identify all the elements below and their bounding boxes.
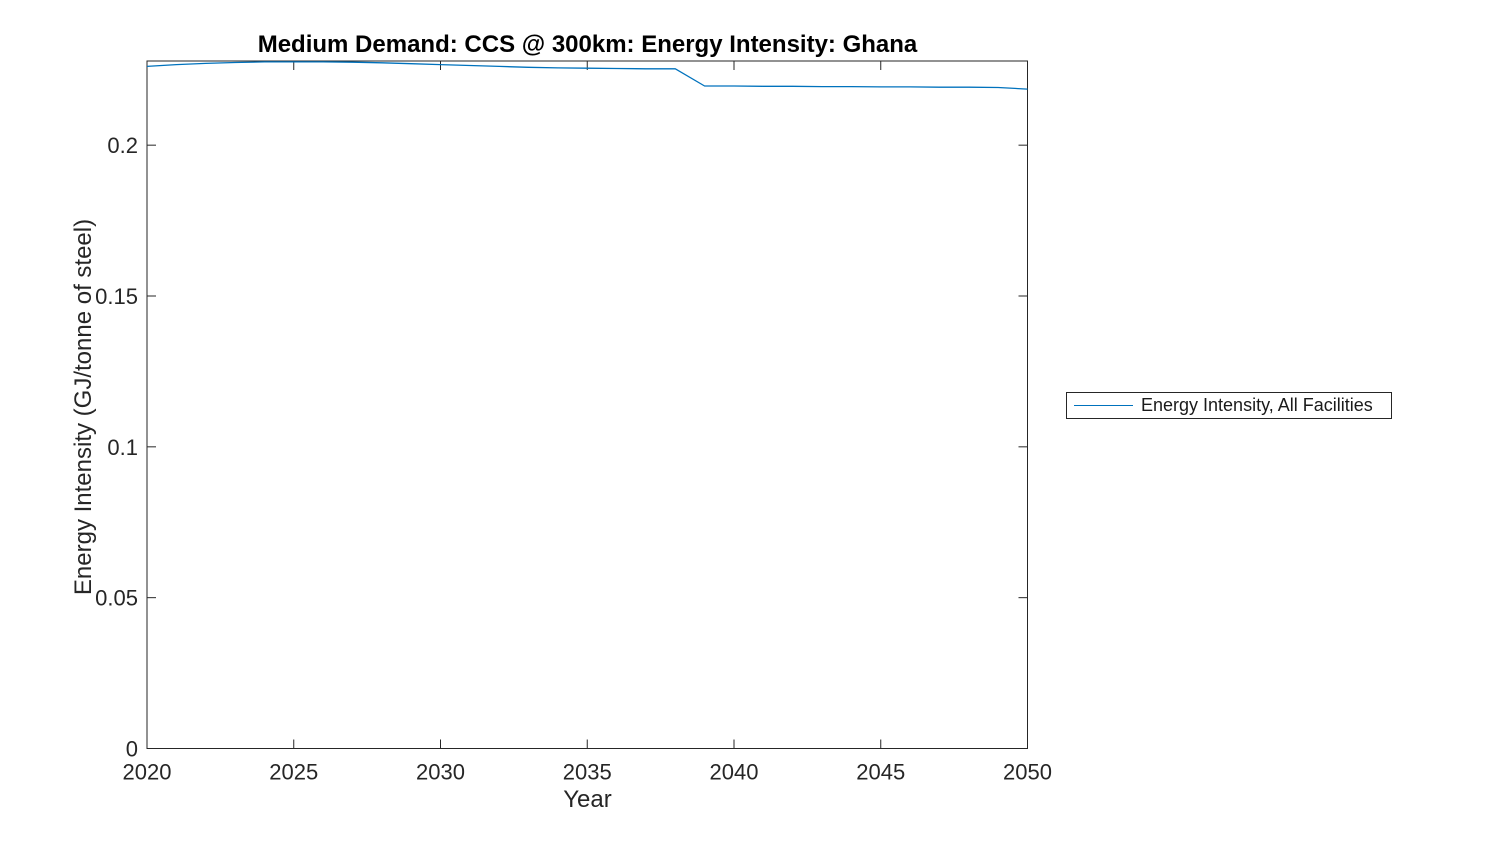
- x-tick-label: 2030: [416, 760, 465, 785]
- x-tick-label: 2020: [123, 760, 172, 785]
- legend: Energy Intensity, All Facilities: [1066, 392, 1392, 419]
- chart-title: Medium Demand: CCS @ 300km: Energy Inten…: [257, 31, 918, 58]
- x-tick-label: 2035: [563, 760, 612, 785]
- y-tick-label: 0: [126, 737, 138, 762]
- x-axis-label: Year: [563, 786, 612, 813]
- x-tick-label: 2045: [856, 760, 905, 785]
- y-axis-label: Energy Intensity (GJ/tonne of steel): [70, 218, 97, 596]
- series-line: [146, 61, 1028, 90]
- legend-label: Energy Intensity, All Facilities: [1141, 395, 1373, 415]
- y-tick-label: 0.2: [107, 133, 138, 158]
- y-tick-label: 0.05: [95, 586, 138, 611]
- legend-line-sample: [1074, 404, 1133, 407]
- axes-box: [146, 60, 1028, 749]
- x-tick-label: 2050: [1003, 760, 1052, 785]
- y-tick-label: 0.15: [95, 284, 138, 309]
- y-tick-label: 0.1: [107, 435, 138, 460]
- x-tick-label: 2040: [710, 760, 759, 785]
- x-tick-label: 2025: [269, 760, 318, 785]
